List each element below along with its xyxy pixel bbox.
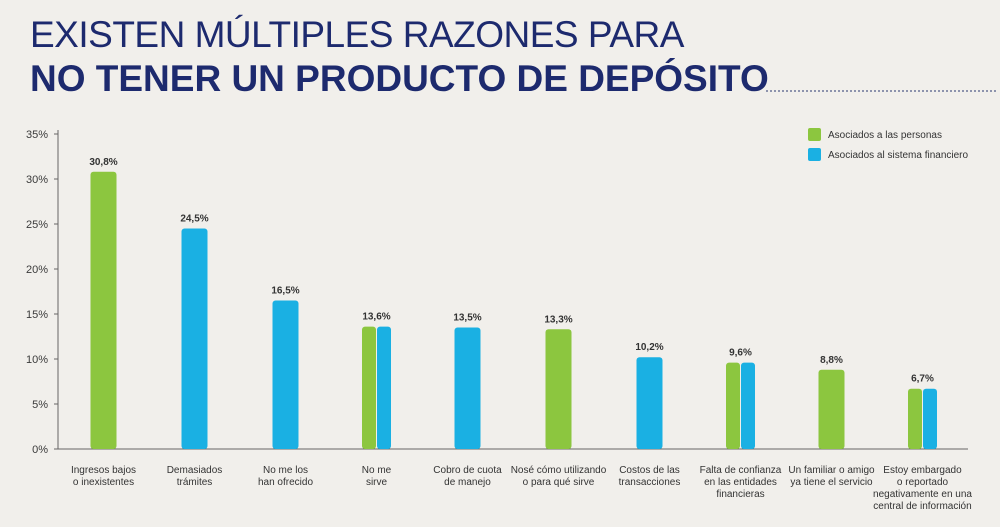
legend-swatch [808, 148, 821, 161]
bar [362, 326, 376, 449]
legend-entry: Asociados al sistema financiero [828, 150, 969, 161]
x-tick-label: Estoy embargado o reportado negativamente … [873, 465, 972, 512]
bar [90, 171, 117, 450]
bar [636, 357, 663, 449]
bar [818, 369, 845, 449]
y-tick-label: 10% [26, 354, 48, 366]
legend-swatch [808, 128, 821, 141]
title-dotted-rule [766, 90, 996, 92]
legend-entry: Asociados a las personas [828, 130, 942, 141]
y-tick-label: 20% [26, 264, 48, 276]
y-tick-label: 35% [26, 129, 48, 141]
bar [454, 327, 481, 449]
data-label: 13,3% [544, 314, 572, 325]
bar [726, 362, 740, 449]
x-tick-label: Demasiados trámites [167, 465, 223, 488]
x-tick-label: Nosé cómo utilizando o para qué sirve [511, 465, 607, 488]
data-label: 6,7% [911, 374, 934, 385]
bar [908, 388, 922, 449]
data-label: 9,6% [729, 348, 752, 359]
data-label: 24,5% [180, 214, 208, 225]
data-label: 8,8% [820, 355, 843, 366]
bar [377, 326, 391, 449]
bar [741, 362, 755, 449]
x-tick-label: Ingresos bajos o inexistentes [71, 465, 136, 488]
data-label: 13,5% [453, 313, 481, 324]
y-tick-label: 5% [32, 399, 48, 411]
x-tick-label: Un familiar o amigo ya tiene el servicio [788, 465, 875, 488]
y-tick-label: 15% [26, 309, 48, 321]
page-title-line2: NO TENER UN PRODUCTO DE DEPÓSITO [30, 58, 769, 99]
bar [272, 300, 299, 449]
y-tick-label: 0% [32, 444, 48, 456]
y-tick-label: 25% [26, 219, 48, 231]
data-label: 10,2% [635, 342, 663, 353]
bar [923, 388, 937, 449]
bar [181, 228, 208, 449]
data-label: 13,6% [362, 312, 390, 323]
x-tick-label: No me sirve [362, 465, 392, 488]
x-tick-label: Cobro de cuota de manejo [433, 465, 502, 488]
page-title-line1: EXISTEN MÚLTIPLES RAZONES PARA [30, 14, 684, 55]
data-label: 30,8% [89, 157, 117, 168]
x-tick-label: Costos de las transacciones [619, 465, 681, 488]
x-tick-label: Falta de confianza en las entidades financ… [700, 465, 782, 500]
y-tick-label: 30% [26, 174, 48, 186]
x-tick-label: No me los han ofrecido [258, 465, 313, 488]
bar [545, 329, 572, 449]
data-label: 16,5% [271, 286, 299, 297]
